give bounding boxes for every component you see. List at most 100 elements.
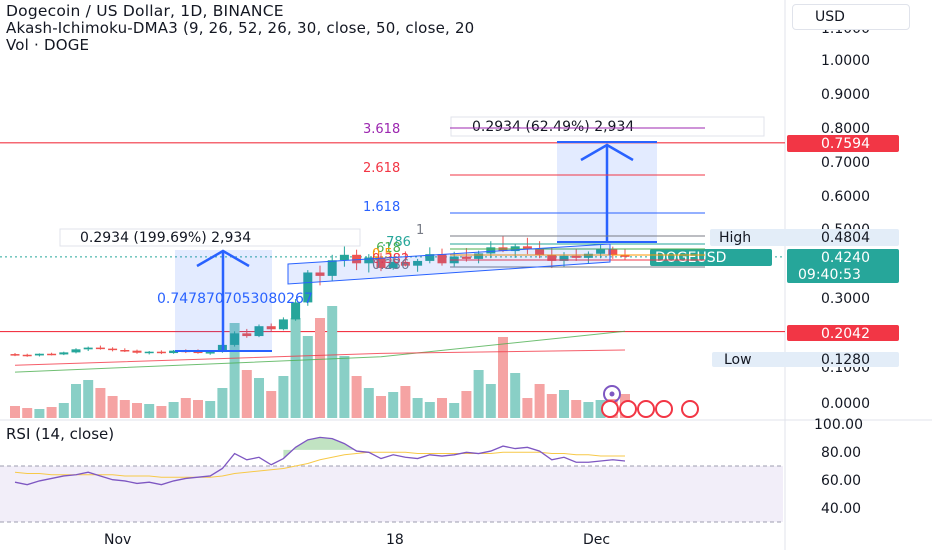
red-line-bottom-label: 0.2042 (821, 326, 870, 342)
volume-bar (119, 400, 130, 418)
ascending-channel[interactable] (287, 243, 611, 285)
candle-body (547, 255, 557, 261)
candle-body (71, 349, 81, 353)
rsi-legend[interactable]: RSI (14, close) (6, 425, 115, 443)
red-line-top-label-bg (787, 135, 899, 152)
volume-bar (205, 401, 216, 418)
currency-selector[interactable]: USD (792, 4, 910, 30)
last-price: 0.4240 (821, 250, 870, 266)
candle-body (413, 260, 423, 266)
candle-body (205, 352, 215, 354)
volume-bar (290, 318, 301, 418)
high-value: 0.4804 (821, 230, 870, 246)
volume-bar (266, 391, 277, 418)
volume-bar (46, 407, 57, 418)
fib-2618-label: 2.618 (363, 161, 400, 176)
flag-icon[interactable] (637, 400, 655, 418)
candle-body (522, 246, 532, 249)
volume-bar (10, 406, 20, 418)
rsi-overbought-fill (283, 437, 357, 459)
volume-bar (180, 398, 191, 418)
rsi-tick-60: 60.00 (821, 473, 861, 489)
volume-bar (461, 391, 472, 418)
red-line-top-label: 0.7594 (821, 136, 870, 152)
flag-icon[interactable] (681, 400, 699, 418)
volume-bar (522, 398, 533, 418)
bar-countdown: 09:40:53 (798, 267, 861, 283)
volume-bar (315, 318, 325, 418)
measure-left-label: 0.2934 (199.69%) 2,934 (80, 230, 251, 246)
volume-bar (559, 390, 569, 418)
price-tick-0.9: 0.9000 (821, 87, 870, 103)
volume-bar (144, 404, 155, 418)
candle-body (425, 254, 435, 261)
price-tick-0.7: 0.7000 (821, 155, 870, 171)
flag-icon[interactable] (655, 400, 673, 418)
fib-1618-label: 1.618 (363, 200, 400, 215)
price-tick-0.0: 0.0000 (821, 396, 870, 412)
candle-body (242, 333, 252, 337)
volume-bar (473, 370, 484, 418)
candle-body (437, 254, 447, 264)
volume-bar (449, 403, 460, 418)
volume-bar (34, 409, 45, 418)
volume-bar (71, 384, 81, 418)
candle-body (303, 272, 313, 303)
candle-body (596, 249, 606, 254)
candle-body (83, 347, 93, 350)
volume-bar (546, 394, 557, 418)
measure-right-label-bg (450, 116, 765, 137)
volume-bar (534, 384, 545, 418)
candle-body (47, 353, 57, 356)
measure-right-label: 0.2934 (62.49%) 2,934 (472, 119, 634, 135)
rsi-tick-80: 80.00 (821, 445, 861, 461)
target-icon-dot (609, 391, 615, 397)
volume-bar (193, 400, 203, 418)
candle-body (291, 302, 301, 320)
fib-3618-label: 3.618 (363, 122, 400, 137)
candle-body (315, 272, 325, 276)
volume-bar (571, 400, 582, 418)
low-label: Low (724, 352, 752, 368)
fib-382-label: 0.382 (372, 252, 409, 267)
chart-title[interactable]: Dogecoin / US Dollar, 1D, BINANCE (6, 2, 284, 20)
candle-body (352, 254, 362, 264)
price-label-bg (787, 249, 899, 283)
volume-bar (424, 402, 435, 418)
volume-bar (583, 402, 594, 418)
volume-bar (595, 400, 606, 418)
volume-bar (168, 402, 179, 418)
volume-bar (217, 388, 228, 418)
fib-618-label: .618 (372, 241, 401, 256)
fib-786-label: .786 (382, 235, 411, 250)
candle-body (22, 354, 32, 357)
volume-bar (351, 376, 362, 418)
price-tick-0.6: 0.6000 (821, 189, 870, 205)
volume-bar (241, 370, 252, 418)
candle-body (132, 350, 142, 353)
price-tick-1.0: 1.0000 (821, 53, 870, 69)
flag-icon[interactable] (619, 400, 637, 418)
indicator-legend[interactable]: Akash-Ichimoku-DMA3 (9, 26, 52, 26, 30, … (6, 19, 475, 37)
volume-bar (132, 403, 142, 418)
volume-bar (363, 388, 374, 418)
candle-body (169, 350, 179, 354)
candle-body (193, 351, 203, 354)
candle-body (144, 351, 154, 354)
volume-bar (400, 386, 411, 418)
rsi-line (14, 436, 626, 486)
red-line-bottom-label-bg (787, 325, 899, 341)
flag-icons[interactable] (601, 400, 699, 418)
candle-body (559, 255, 569, 261)
flag-icon[interactable] (601, 400, 619, 418)
candle-body (583, 253, 593, 258)
rsi-band (0, 466, 783, 522)
volume-bar (388, 392, 399, 418)
low-value: 0.1280 (821, 352, 870, 368)
candle-body (571, 255, 581, 258)
candle-body (10, 354, 20, 356)
high-label: High (719, 230, 751, 246)
volume-bar (302, 336, 313, 418)
volume-legend[interactable]: Vol · DOGE (6, 36, 90, 54)
